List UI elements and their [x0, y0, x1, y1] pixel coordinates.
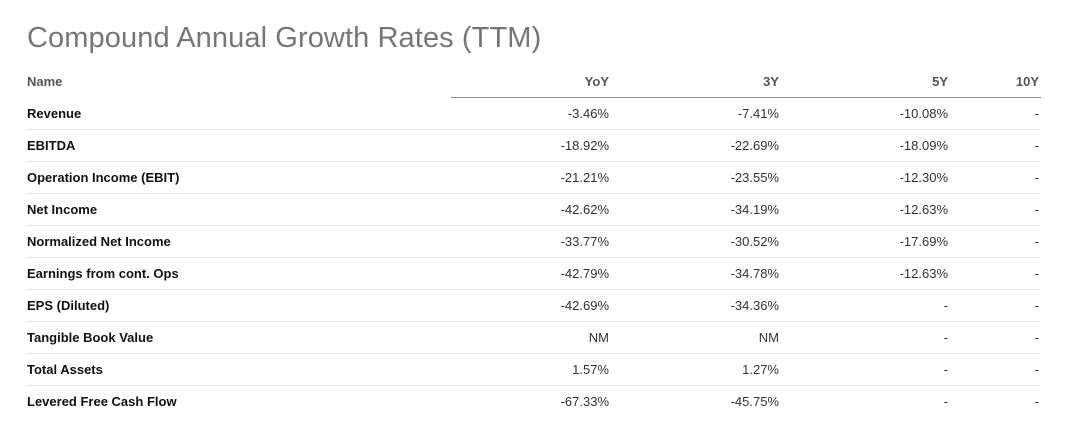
- cell-3y: -30.52%: [611, 225, 781, 258]
- column-header-5y[interactable]: 5Y: [781, 66, 950, 98]
- cell-yoy: -42.69%: [451, 289, 611, 322]
- cell-5y: -12.30%: [781, 161, 950, 194]
- cell-yoy: 1.57%: [451, 353, 611, 386]
- row-name: Tangible Book Value: [27, 321, 451, 354]
- table-row: Revenue -3.46% -7.41% -10.08% -: [27, 97, 1041, 130]
- cell-5y: -10.08%: [781, 97, 950, 130]
- page-title: Compound Annual Growth Rates (TTM): [27, 22, 542, 54]
- table-row: Operation Income (EBIT) -21.21% -23.55% -12…: [27, 161, 1041, 194]
- cell-yoy: -3.46%: [451, 97, 611, 130]
- table-header-row: Name YoY 3Y 5Y 10Y: [27, 66, 1041, 98]
- cell-10y: -: [950, 129, 1041, 162]
- row-name: Operation Income (EBIT): [27, 161, 451, 194]
- cell-3y: NM: [611, 321, 781, 354]
- table-row: Total Assets 1.57% 1.27% - -: [27, 353, 1041, 386]
- cell-5y: -18.09%: [781, 129, 950, 162]
- cell-3y: -34.36%: [611, 289, 781, 322]
- cell-5y: -: [943, 394, 948, 409]
- cell-10y: -: [950, 289, 1041, 322]
- cell-3y: 1.27%: [611, 353, 781, 386]
- table-row: EPS (Diluted) -42.69% -34.36% - -: [27, 289, 1041, 322]
- table-row: Tangible Book Value NM NM - -: [27, 321, 1041, 354]
- cell-10y: -: [1034, 394, 1039, 409]
- cell-3y: -34.19%: [611, 193, 781, 226]
- row-name: Net Income: [27, 193, 451, 226]
- cell-10y: -: [950, 225, 1041, 258]
- cell-10y: -: [950, 257, 1041, 290]
- cell-yoy: -21.21%: [451, 161, 611, 194]
- cell-10y: -: [950, 321, 1041, 354]
- cell-5y: -12.63%: [781, 257, 950, 290]
- cell-10y: -: [950, 353, 1041, 386]
- growth-rates-table: Name YoY 3Y 5Y 10Y Revenue -3.46% -7.41% -1…: [27, 66, 1041, 417]
- row-name: EPS (Diluted): [27, 289, 451, 322]
- row-name: Levered Free Cash Flow: [27, 394, 177, 409]
- table-row: Earnings from cont. Ops -42.79% -34.78% -12…: [27, 257, 1041, 290]
- row-name: Total Assets: [27, 353, 451, 386]
- cell-3y: -22.69%: [611, 129, 781, 162]
- cell-yoy: NM: [451, 321, 611, 354]
- column-header-3y[interactable]: 3Y: [611, 66, 781, 98]
- cell-yoy: -42.79%: [451, 257, 611, 290]
- cell-5y: -12.63%: [781, 193, 950, 226]
- column-header-10y[interactable]: 10Y: [950, 66, 1041, 98]
- table-row: EBITDA -18.92% -22.69% -18.09% -: [27, 129, 1041, 162]
- cell-5y: -17.69%: [781, 225, 950, 258]
- cell-5y: -: [781, 321, 950, 354]
- cell-5y: -: [781, 353, 950, 386]
- cell-yoy: -33.77%: [451, 225, 611, 258]
- cell-3y: -34.78%: [611, 257, 781, 290]
- cell-10y: -: [950, 97, 1041, 130]
- table-row: Levered Free Cash Flow -67.33% -45.75% - -: [27, 386, 1041, 418]
- cell-yoy: -18.92%: [451, 129, 611, 162]
- cell-yoy: -42.62%: [451, 193, 611, 226]
- table-row: Net Income -42.62% -34.19% -12.63% -: [27, 193, 1041, 226]
- cell-yoy: -67.33%: [560, 394, 609, 409]
- cell-3y: -45.75%: [730, 394, 779, 409]
- row-name: Revenue: [27, 97, 451, 130]
- table-body: Revenue -3.46% -7.41% -10.08% - EBITDA -18.92%…: [27, 97, 1041, 418]
- cell-3y: -23.55%: [611, 161, 781, 194]
- cell-10y: -: [950, 193, 1041, 226]
- column-header-yoy[interactable]: YoY: [451, 66, 611, 98]
- column-header-name[interactable]: Name: [27, 74, 63, 90]
- row-name: Normalized Net Income: [27, 225, 451, 258]
- row-name: Earnings from cont. Ops: [27, 257, 451, 290]
- cell-3y: -7.41%: [611, 97, 781, 130]
- cell-10y: -: [950, 161, 1041, 194]
- row-name: EBITDA: [27, 129, 451, 162]
- table-row: Normalized Net Income -33.77% -30.52% -17.6…: [27, 225, 1041, 258]
- cell-5y: -: [781, 289, 950, 322]
